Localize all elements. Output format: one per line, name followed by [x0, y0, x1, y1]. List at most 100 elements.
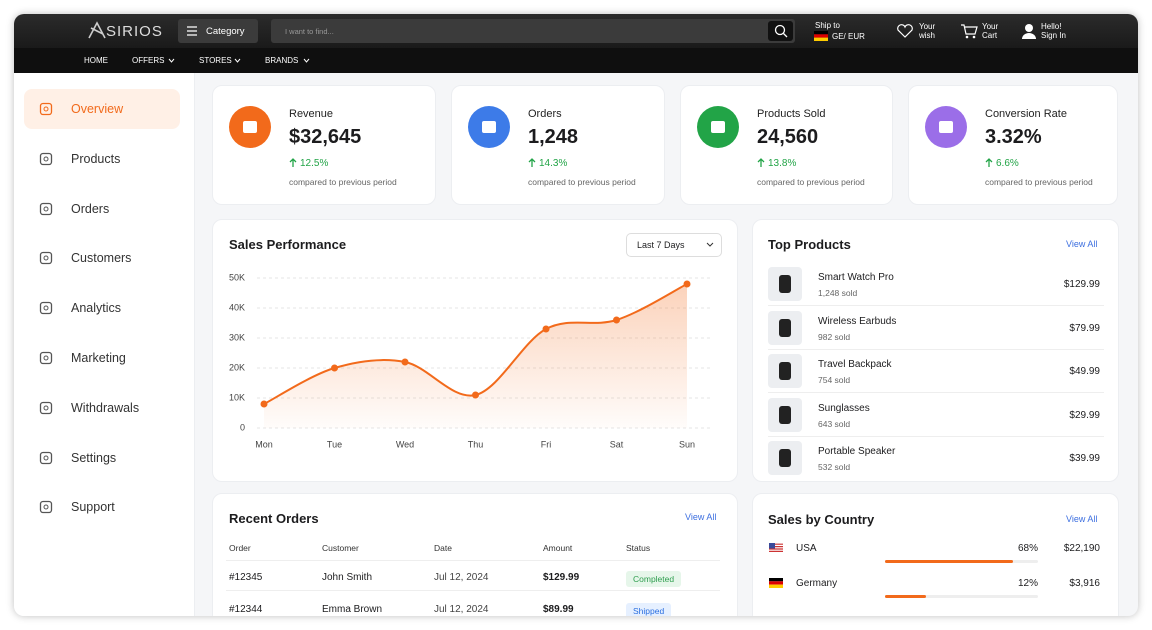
product-price: $79.99	[1069, 322, 1100, 334]
up-arrow	[985, 158, 993, 167]
view-all[interactable]: View All	[1066, 239, 1098, 249]
sidebar-icon	[39, 501, 53, 514]
stat-icon	[229, 106, 271, 148]
stat-label: Conversion Rate	[985, 108, 1067, 120]
product-sold: 982 sold	[818, 331, 851, 342]
sidebar-icon	[39, 252, 53, 265]
sidebar-icon	[39, 152, 53, 165]
sidebar-item[interactable]: Customers	[71, 251, 132, 266]
logo: SIRIOS	[106, 23, 163, 40]
section-title: Recent Orders	[229, 511, 319, 526]
sidebar-item[interactable]: Products	[71, 151, 121, 166]
product-name: Sunglasses	[818, 402, 870, 414]
search-icon	[774, 24, 788, 38]
sidebar-item[interactable]: Marketing	[71, 351, 126, 365]
product-sold: 754 sold	[818, 375, 851, 385]
stat-value: 24,560	[757, 126, 819, 148]
order-cell: John Smith	[322, 572, 373, 583]
area	[264, 284, 687, 428]
stat-icon	[925, 106, 967, 148]
product-name: Wireless Earbuds	[818, 315, 897, 327]
sidebar-icon	[39, 451, 53, 464]
up-arrow	[757, 158, 765, 167]
account-2[interactable]: Sign In	[1041, 31, 1066, 40]
account-1[interactable]: Hello!	[1041, 22, 1062, 31]
currency[interactable]: GE/ EUR	[832, 32, 865, 41]
product-image	[768, 397, 802, 432]
sidebar-item[interactable]: Analytics	[71, 301, 122, 316]
country: USA	[796, 543, 817, 554]
product-image	[768, 441, 802, 475]
x-tick-label: Tue	[327, 439, 342, 449]
product-image	[768, 267, 802, 301]
wish-2[interactable]: wish	[919, 31, 936, 40]
nav-item[interactable]: HOME	[84, 56, 108, 65]
search-box[interactable]	[271, 19, 795, 43]
menu-icon	[187, 26, 197, 36]
cart-1[interactable]: Your	[982, 22, 999, 31]
sidebar-item[interactable]: Withdrawals	[71, 400, 140, 415]
product-price: $129.99	[1063, 279, 1100, 290]
sidebar-icon	[39, 202, 53, 215]
stat-icon	[697, 106, 739, 148]
sidebar-icon	[39, 351, 53, 365]
search-placeholder: I want to find...	[285, 27, 334, 36]
order-cell: #12345	[229, 572, 263, 583]
logo-icon	[88, 21, 106, 39]
divider	[768, 305, 1104, 306]
order-cell: #12344	[229, 604, 263, 615]
view-all[interactable]: View All	[1066, 514, 1098, 524]
divider	[226, 590, 720, 591]
divider	[768, 435, 1104, 437]
nav-bar	[14, 48, 1138, 73]
share-bar	[885, 560, 1013, 563]
range-label: Last 7 Days	[637, 240, 685, 250]
nav-chevron	[303, 58, 310, 63]
point	[472, 391, 479, 399]
sales-chart: 0 10K 20K 30K 40K 50K Mon Tue Wed Thu Fri Sat Sun	[229, 272, 712, 449]
range-select[interactable]	[626, 233, 722, 257]
stat-change: 12.5%	[300, 158, 329, 169]
view-all[interactable]: View All	[685, 512, 717, 522]
nav-item[interactable]: STORES	[199, 56, 232, 65]
ship-to: Ship to	[815, 21, 840, 30]
sidebar-item[interactable]: Support	[71, 500, 115, 515]
stat-change: 14.3%	[539, 158, 568, 169]
product-sold: 532 sold	[818, 462, 851, 472]
wish-1[interactable]: Your	[919, 22, 936, 31]
order-cell: Jul 12, 2024	[434, 572, 489, 583]
product-name: Travel Backpack	[818, 359, 892, 370]
nav-item[interactable]: OFFERS	[132, 56, 165, 65]
divider	[768, 392, 1104, 393]
product-image	[768, 354, 802, 388]
stat-note: compared to previous period	[528, 177, 636, 187]
x-tick-label: Wed	[396, 439, 414, 449]
product-price: $29.99	[1069, 409, 1100, 421]
flag	[769, 578, 783, 588]
stat-note: compared to previous period	[985, 177, 1093, 187]
share-track	[885, 595, 1038, 598]
divider	[226, 560, 720, 561]
sidebar-item[interactable]: Orders	[71, 201, 110, 216]
cart-2[interactable]: Cart	[982, 31, 998, 40]
nav-item[interactable]: BRANDS	[265, 56, 299, 65]
up-arrow	[528, 158, 536, 167]
point	[683, 280, 691, 288]
sidebar-icon	[39, 401, 53, 414]
x-tick-label: Sat	[610, 439, 624, 449]
sidebar-icon	[39, 302, 53, 315]
sidebar-item[interactable]: Settings	[71, 450, 117, 465]
column-header: Status	[626, 543, 651, 553]
stat-change: 6.6%	[996, 158, 1019, 169]
stat-label: Orders	[528, 108, 562, 120]
x-tick-label: Mon	[255, 439, 273, 449]
product-sold: 1,248 sold	[818, 288, 858, 298]
nav-chevron	[234, 58, 241, 63]
share: 68%	[1017, 543, 1038, 554]
section-title: Sales by Country	[768, 512, 875, 527]
share: 12%	[1017, 578, 1038, 589]
sidebar-item[interactable]: Overview	[24, 89, 180, 129]
amount: $22,190	[1063, 543, 1100, 554]
y-tick-label: 20K	[229, 362, 245, 372]
